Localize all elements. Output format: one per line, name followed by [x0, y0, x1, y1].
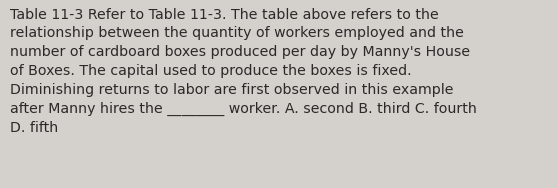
Text: Table 11-3 Refer to Table 11-3. The table above refers to the
relationship betwe: Table 11-3 Refer to Table 11-3. The tabl… [10, 8, 477, 135]
